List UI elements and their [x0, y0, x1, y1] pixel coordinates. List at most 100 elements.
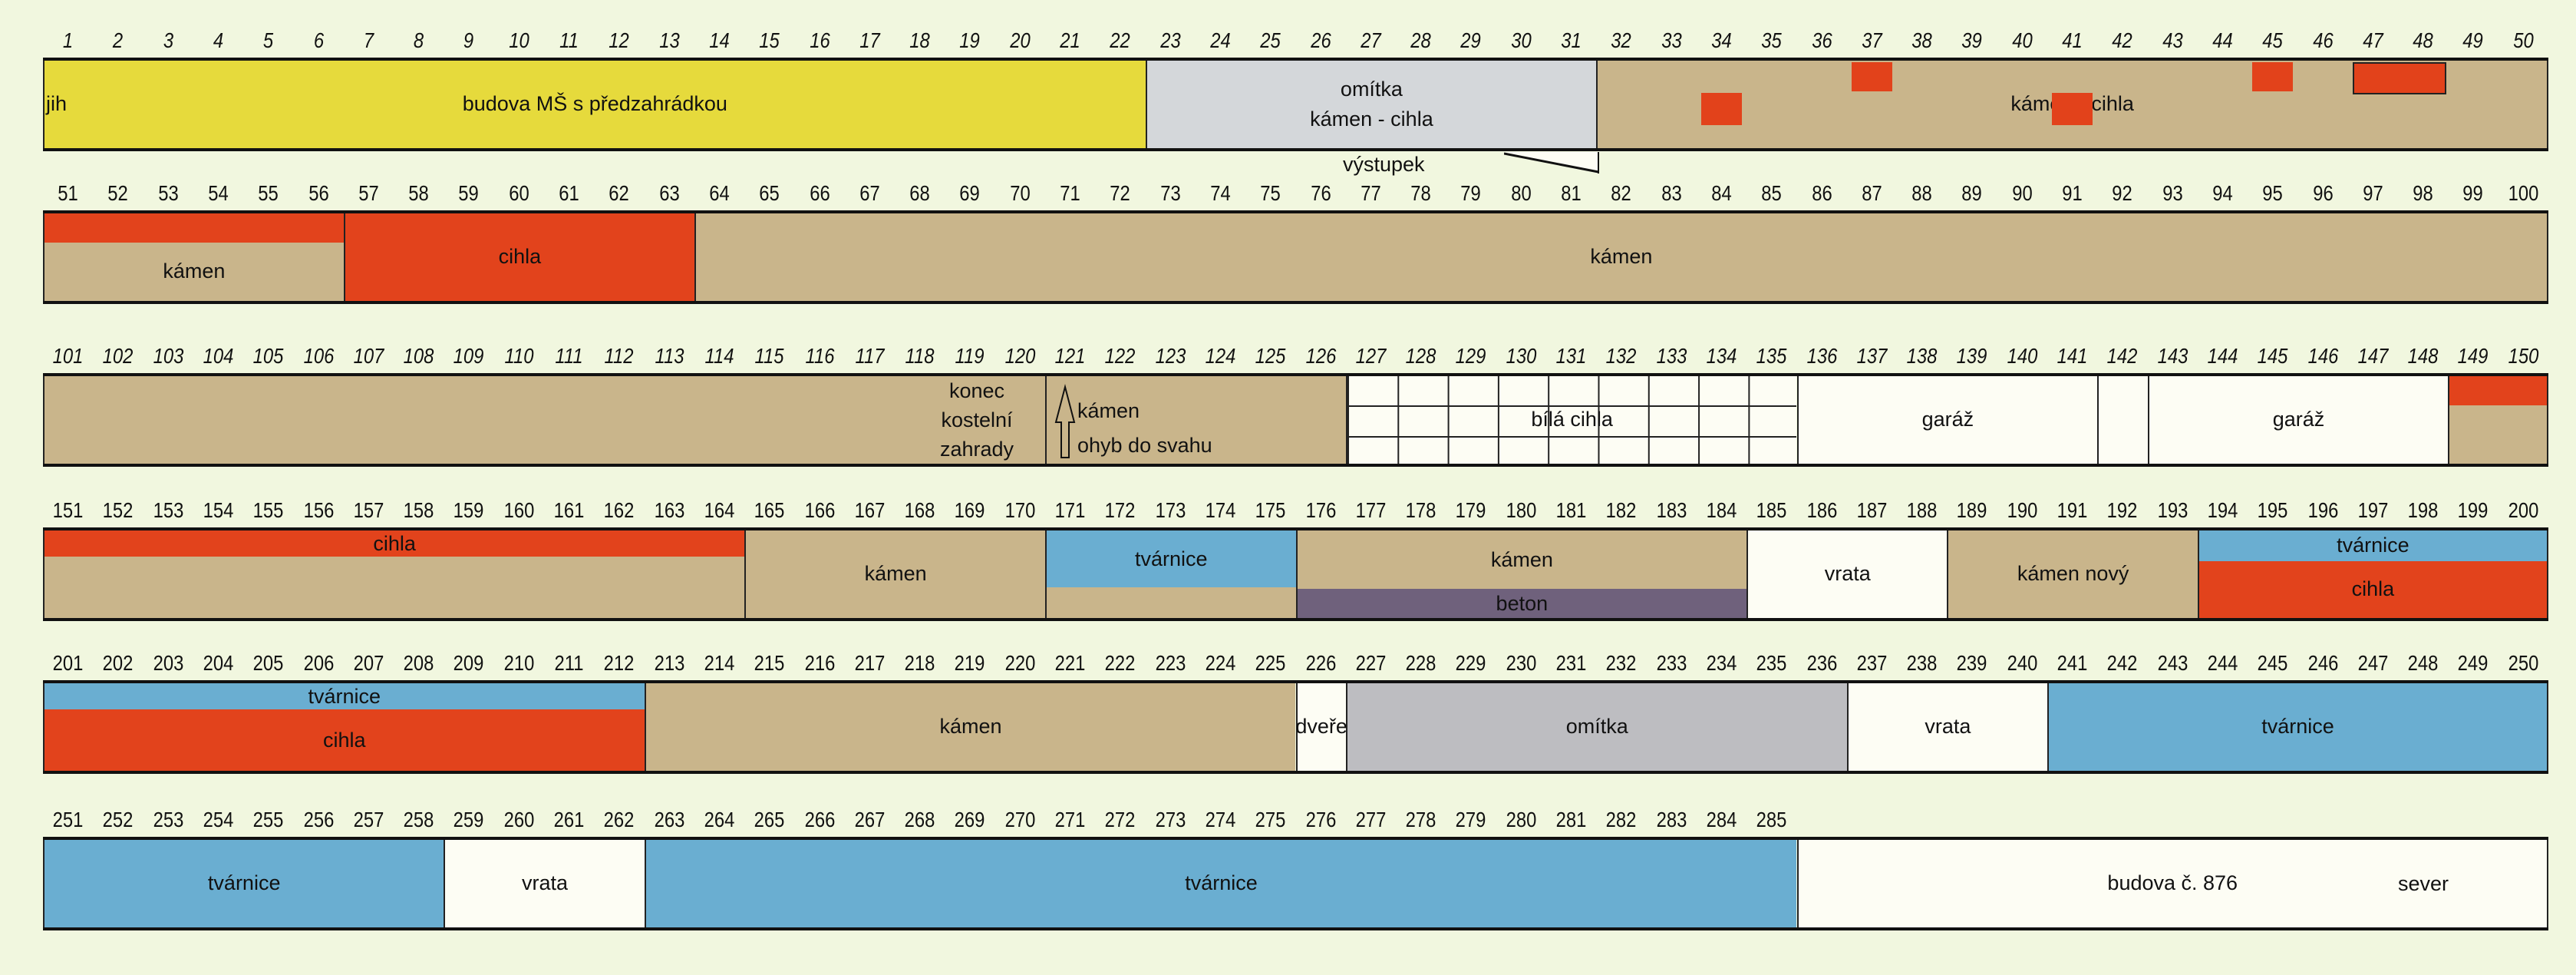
position-number: 102 — [102, 344, 134, 368]
position-number: 56 — [308, 181, 329, 205]
material-label: cihla — [2351, 577, 2395, 601]
position-number: 45 — [2262, 28, 2283, 52]
position-number: 196 — [2307, 498, 2338, 522]
position-number: 36 — [1811, 28, 1832, 52]
position-number: 94 — [2212, 181, 2233, 205]
material-label: kámen nový — [2017, 562, 2129, 586]
material-band-tvarnice: tvárnice — [2198, 530, 2547, 561]
position-number: 15 — [759, 28, 780, 52]
position-number: 13 — [658, 28, 680, 52]
position-number: 277 — [1355, 808, 1387, 831]
position-number: 89 — [1961, 181, 1983, 205]
position-number: 55 — [258, 181, 279, 205]
position-number: 11 — [559, 28, 579, 52]
position-number: 195 — [2257, 498, 2288, 522]
position-number: 265 — [754, 808, 785, 831]
position-number: 107 — [353, 344, 384, 368]
position-number: 236 — [1806, 651, 1837, 675]
material-band-kamen: kámen — [746, 530, 1045, 618]
position-number: 66 — [809, 181, 830, 205]
position-number: 31 — [1561, 28, 1582, 52]
position-number: 263 — [654, 808, 684, 831]
position-number: 191 — [2057, 498, 2088, 522]
position-number: 69 — [959, 181, 981, 205]
position-number: 111 — [555, 344, 583, 368]
wall-segment: kámen — [744, 530, 1045, 618]
position-number: 221 — [1054, 651, 1086, 675]
position-number: 261 — [553, 808, 585, 831]
position-number: 81 — [1561, 181, 1582, 205]
position-number: 46 — [2312, 28, 2334, 52]
position-number: 114 — [704, 344, 734, 368]
brick-patch — [1851, 62, 1893, 91]
material-band-tvarnice: tvárnice — [45, 840, 444, 927]
position-number: 151 — [52, 498, 84, 522]
material-label: tvárnice — [207, 871, 281, 895]
position-number: 234 — [1706, 651, 1737, 675]
position-number: 60 — [508, 181, 529, 205]
position-number: 268 — [904, 808, 935, 831]
wall-segment: garáž — [1796, 376, 2098, 464]
position-number: 76 — [1310, 181, 1331, 205]
wall-segment: budova č. 876 — [1796, 840, 2548, 927]
position-number: 168 — [904, 498, 935, 522]
material-band-kamen: kámen nový — [1948, 530, 2198, 618]
position-number: 230 — [1506, 651, 1537, 675]
material-label: vrata — [1824, 562, 1871, 586]
material-label: cihla — [323, 728, 366, 752]
annotation-ledge: výstupek — [1343, 153, 1425, 176]
position-number: 26 — [1310, 28, 1331, 52]
position-number: 193 — [2157, 498, 2188, 522]
position-number: 186 — [1806, 498, 1837, 522]
position-number: 19 — [959, 28, 981, 52]
position-number: 83 — [1661, 181, 1682, 205]
position-number: 47 — [2363, 28, 2383, 52]
position-number: 43 — [2162, 28, 2183, 52]
position-number: 215 — [754, 651, 785, 675]
position-number: 92 — [2112, 181, 2133, 205]
wall-strip-row-6: tvárnice vrata tvárnice budova č. 876 — [43, 837, 2548, 930]
position-number: 28 — [1410, 28, 1431, 52]
position-number: 242 — [2106, 651, 2138, 675]
position-number: 149 — [2458, 344, 2489, 368]
material-band-tvarnice: tvárnice — [645, 840, 1797, 927]
position-number: 255 — [252, 808, 284, 831]
position-number: 100 — [2508, 181, 2539, 205]
position-number: 256 — [303, 808, 334, 831]
position-number: 207 — [353, 651, 384, 675]
position-number: 115 — [754, 344, 784, 368]
position-number: 106 — [303, 344, 334, 368]
material-label: omítka — [1340, 77, 1403, 101]
position-number: 51 — [58, 181, 78, 205]
material-label: garáž — [1921, 408, 1974, 431]
position-number: 271 — [1054, 808, 1086, 831]
position-number: 280 — [1506, 808, 1537, 831]
brick-patch — [2252, 62, 2294, 91]
position-number: 133 — [1656, 344, 1687, 368]
material-band-white: garáž — [1798, 376, 2098, 464]
position-number: 14 — [709, 28, 730, 52]
position-number: 85 — [1761, 181, 1782, 205]
material-label: vrata — [1925, 715, 1971, 739]
position-number: 173 — [1155, 498, 1186, 522]
wall-segment: cihla — [43, 530, 745, 618]
material-band-kamen — [2449, 405, 2547, 464]
position-number: 252 — [102, 808, 134, 831]
position-number: 70 — [1009, 181, 1031, 205]
position-number: 27 — [1361, 28, 1381, 52]
position-number: 132 — [1605, 344, 1637, 368]
wall-segment: vrata — [1746, 530, 1948, 618]
material-label: tvárnice — [2337, 534, 2409, 557]
wall-strip-row-2: kámen cihla kámen — [43, 210, 2548, 304]
position-number: 79 — [1460, 181, 1482, 205]
position-number: 109 — [454, 344, 484, 368]
position-number: 61 — [559, 181, 579, 205]
material-band-white: bílá cihla — [1347, 376, 1797, 464]
position-number: 22 — [1110, 28, 1131, 52]
position-number: 21 — [1060, 28, 1080, 52]
position-number: 134 — [1706, 344, 1737, 368]
position-number: 194 — [2207, 498, 2238, 522]
material-label: budova č. 876 — [2107, 871, 2238, 895]
position-number: 136 — [1806, 344, 1837, 368]
position-number: 283 — [1656, 808, 1687, 831]
